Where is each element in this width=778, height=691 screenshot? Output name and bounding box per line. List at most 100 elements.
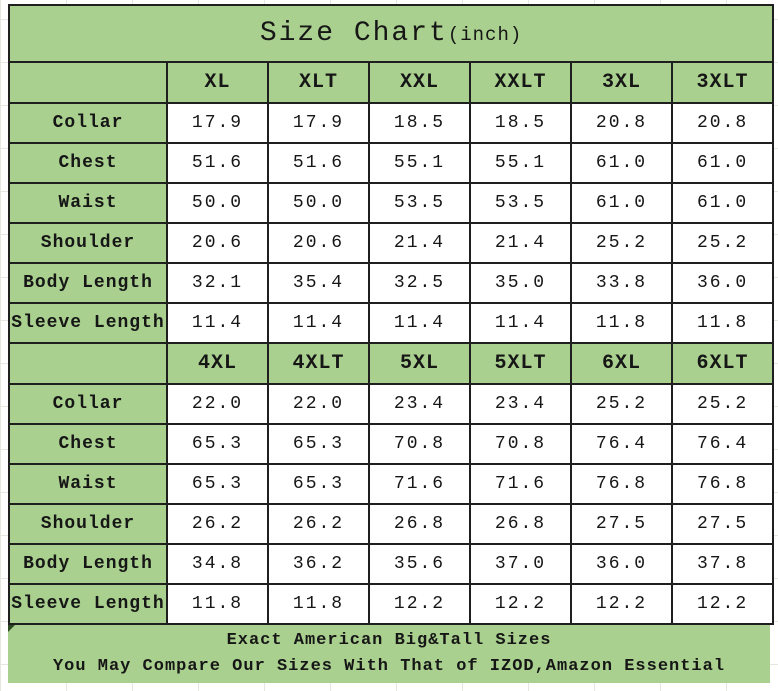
size-value-cell: 21.4: [469, 222, 572, 264]
table-row-body-length-1: Body Length 32.1 35.4 32.5 35.0 33.8 36.…: [8, 262, 775, 304]
table-row-shoulder-2: Shoulder 26.2 26.2 26.8 26.8 27.5 27.5: [8, 503, 775, 545]
size-header-6xlt: 6XLT: [670, 342, 775, 385]
table-row-collar-1: Collar 17.9 17.9 18.5 18.5 20.8 20.8: [8, 102, 775, 144]
size-value-cell: 12.2: [368, 583, 471, 625]
size-value-cell: 33.8: [570, 262, 673, 304]
size-value-cell: 26.8: [368, 503, 471, 545]
size-value-cell: 71.6: [469, 463, 572, 505]
size-header-3xl: 3XL: [570, 61, 673, 104]
size-value-cell: 26.8: [469, 503, 572, 545]
size-header-xlt: XLT: [267, 61, 370, 104]
size-value-cell: 11.4: [368, 302, 471, 344]
size-value-cell: 32.1: [166, 262, 269, 304]
row-label: Sleeve Length: [8, 302, 168, 344]
merge-corner-mark: [8, 625, 15, 632]
size-header-4xl: 4XL: [166, 342, 269, 385]
size-value-cell: 34.8: [166, 543, 269, 585]
size-value-cell: 18.5: [469, 102, 572, 144]
size-value-cell: 61.0: [670, 142, 775, 184]
size-value-cell: 76.4: [670, 423, 775, 465]
table-row-chest-2: Chest 65.3 65.3 70.8 70.8 76.4 76.4: [8, 423, 775, 465]
size-value-cell: 25.2: [670, 222, 775, 264]
size-value-cell: 65.3: [166, 463, 269, 505]
size-value-cell: 51.6: [166, 142, 269, 184]
table-row-body-length-2: Body Length 34.8 36.2 35.6 37.0 36.0 37.…: [8, 543, 775, 585]
table-row-collar-2: Collar 22.0 22.0 23.4 23.4 25.2 25.2: [8, 383, 775, 425]
size-value-cell: 12.2: [570, 583, 673, 625]
size-value-cell: 50.0: [267, 182, 370, 224]
size-value-cell: 35.4: [267, 262, 370, 304]
size-value-cell: 53.5: [469, 182, 572, 224]
corner-cell: [8, 342, 168, 385]
size-value-cell: 11.4: [267, 302, 370, 344]
table-row-chest-1: Chest 51.6 51.6 55.1 55.1 61.0 61.0: [8, 142, 775, 184]
footer-line-2: You May Compare Our Sizes With That of I…: [52, 657, 726, 676]
size-value-cell: 65.3: [267, 423, 370, 465]
table-row-sleeve-length-1: Sleeve Length 11.4 11.4 11.4 11.4 11.8 1…: [8, 302, 775, 344]
row-label: Collar: [8, 383, 168, 425]
size-value-cell: 27.5: [570, 503, 673, 545]
table-row-waist-2: Waist 65.3 65.3 71.6 71.6 76.8 76.8: [8, 463, 775, 505]
size-value-cell: 17.9: [267, 102, 370, 144]
size-value-cell: 21.4: [368, 222, 471, 264]
size-value-cell: 25.2: [670, 383, 775, 425]
size-value-cell: 11.8: [570, 302, 673, 344]
page-title-text: Size Chart: [259, 18, 448, 49]
size-value-cell: 55.1: [368, 142, 471, 184]
size-value-cell: 76.4: [570, 423, 673, 465]
table-row-waist-1: Waist 50.0 50.0 53.5 53.5 61.0 61.0: [8, 182, 775, 224]
size-value-cell: 65.3: [267, 463, 370, 505]
size-header-5xl: 5XL: [368, 342, 471, 385]
size-value-cell: 12.2: [469, 583, 572, 625]
footer-note: Exact American Big&Tall Sizes You May Co…: [8, 625, 770, 683]
page-title-unit: (inch): [447, 24, 523, 46]
size-value-cell: 11.8: [670, 302, 775, 344]
size-value-cell: 61.0: [570, 142, 673, 184]
size-value-cell: 20.8: [670, 102, 775, 144]
size-value-cell: 23.4: [469, 383, 572, 425]
size-value-cell: 32.5: [368, 262, 471, 304]
size-value-cell: 35.6: [368, 543, 471, 585]
size-value-cell: 26.2: [267, 503, 370, 545]
table-row-shoulder-1: Shoulder 20.6 20.6 21.4 21.4 25.2 25.2: [8, 222, 775, 264]
size-value-cell: 35.0: [469, 262, 572, 304]
size-chart-table: Size Chart(inch) XL XLT XXL XXLT 3XL 3XL…: [7, 4, 775, 625]
row-label: Chest: [8, 142, 168, 184]
size-value-cell: 25.2: [570, 383, 673, 425]
size-value-cell: 61.0: [670, 182, 775, 224]
size-value-cell: 11.8: [166, 583, 269, 625]
size-value-cell: 36.0: [570, 543, 673, 585]
size-value-cell: 36.2: [267, 543, 370, 585]
row-label: Body Length: [8, 262, 168, 304]
size-value-cell: 76.8: [570, 463, 673, 505]
row-label: Sleeve Length: [8, 583, 168, 625]
size-header-xl: XL: [166, 61, 269, 104]
size-value-cell: 25.2: [570, 222, 673, 264]
size-value-cell: 70.8: [368, 423, 471, 465]
size-value-cell: 20.6: [166, 222, 269, 264]
size-value-cell: 22.0: [166, 383, 269, 425]
size-value-cell: 53.5: [368, 182, 471, 224]
row-label: Shoulder: [8, 503, 168, 545]
size-value-cell: 18.5: [368, 102, 471, 144]
row-label: Shoulder: [8, 222, 168, 264]
size-header-row-2: 4XL 4XLT 5XL 5XLT 6XL 6XLT: [8, 342, 775, 385]
size-header-6xl: 6XL: [570, 342, 673, 385]
size-value-cell: 20.8: [570, 102, 673, 144]
size-value-cell: 22.0: [267, 383, 370, 425]
title-row: Size Chart(inch): [7, 4, 775, 63]
size-value-cell: 36.0: [670, 262, 775, 304]
size-value-cell: 71.6: [368, 463, 471, 505]
row-label: Chest: [8, 423, 168, 465]
footer-line-1: Exact American Big&Tall Sizes: [226, 631, 552, 650]
size-value-cell: 76.8: [670, 463, 775, 505]
size-value-cell: 61.0: [570, 182, 673, 224]
row-label: Waist: [8, 182, 168, 224]
size-header-5xlt: 5XLT: [469, 342, 572, 385]
row-label: Waist: [8, 463, 168, 505]
row-label: Body Length: [8, 543, 168, 585]
size-value-cell: 23.4: [368, 383, 471, 425]
corner-cell: [8, 61, 168, 104]
size-value-cell: 12.2: [670, 583, 775, 625]
